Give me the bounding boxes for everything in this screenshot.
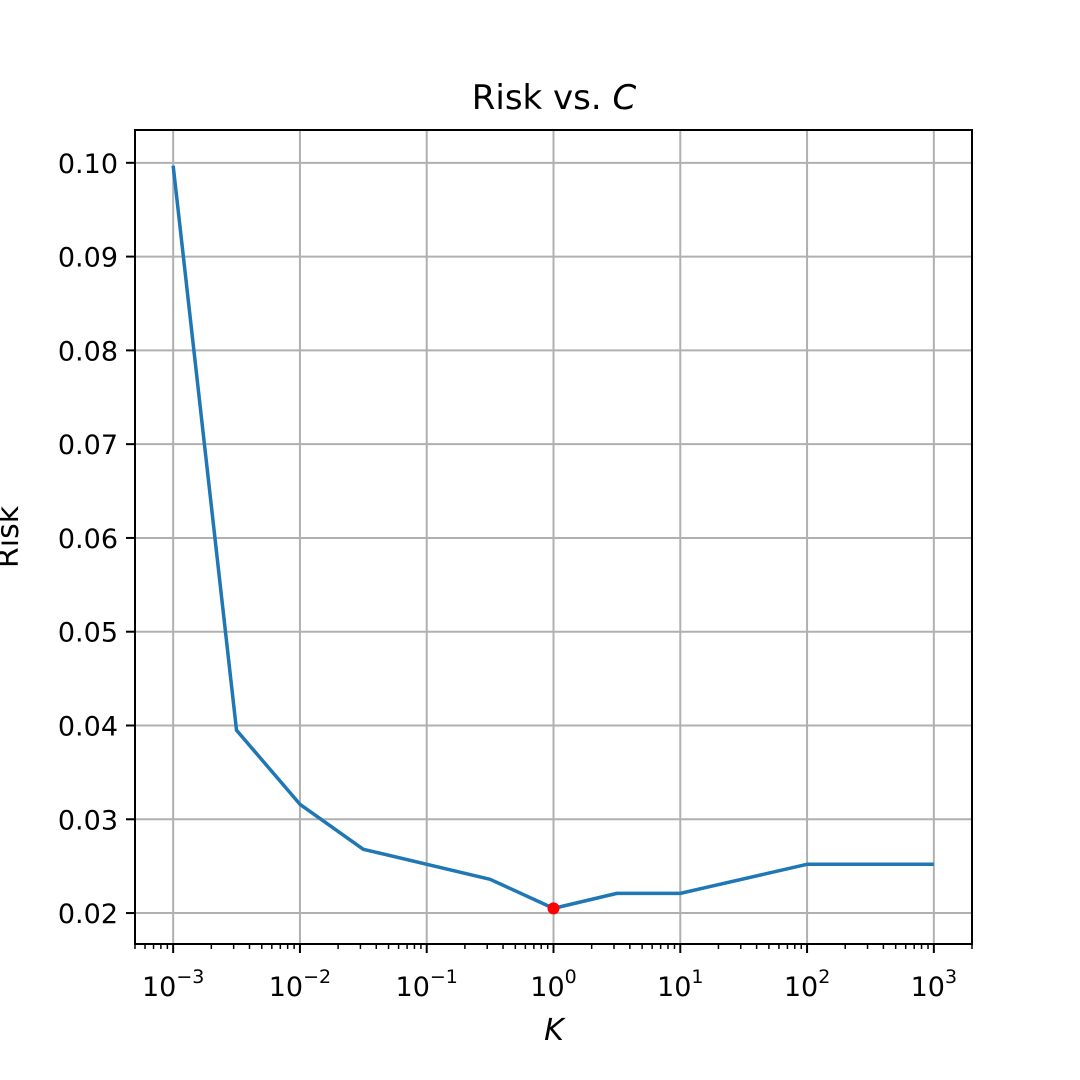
x-tick-label-exponent: 3 [945, 966, 957, 988]
x-tick-label-exponent: 1 [691, 966, 703, 988]
x-tick-label-base: 10 [784, 972, 818, 1003]
y-tick-label: 0.02 [58, 899, 118, 930]
y-tick-label: 0.04 [58, 711, 118, 742]
x-tick-label-base: 10 [530, 972, 564, 1003]
x-axis-label: K [544, 1013, 566, 1048]
y-axis-label: Risk [0, 505, 26, 568]
major-ticks [126, 161, 935, 953]
x-tick-label-exponent: −1 [430, 966, 458, 988]
tick-labels: 10−3 10−2 10−1 100 101 102 1030.020.030.040.05… [58, 149, 957, 1003]
min-risk-point [547, 902, 560, 915]
x-tick-label-exponent: 0 [565, 966, 577, 988]
y-tick-label: 0.08 [58, 336, 118, 367]
x-tick-label-base: 10 [911, 972, 945, 1003]
x-tick-label-exponent: −2 [303, 966, 331, 988]
series-line [171, 165, 934, 911]
x-tick-label-base: 10 [396, 972, 430, 1003]
plot-frame [134, 129, 973, 945]
x-tick-label: 101 [657, 966, 703, 1003]
x-tick-label-base: 10 [657, 972, 691, 1003]
y-tick-label: 0.05 [58, 618, 118, 649]
x-tick-label-exponent: 2 [818, 966, 830, 988]
x-tick-label-exponent: −3 [176, 966, 204, 988]
y-tick-label: 0.09 [58, 243, 118, 274]
chart-title-text: Risk vs. [472, 78, 613, 118]
x-tick-label: 103 [911, 966, 957, 1003]
grid [135, 130, 972, 944]
chart-title-italic: C [612, 78, 636, 118]
x-tick-label-base: 10 [142, 972, 176, 1003]
x-tick-label-base: 10 [269, 972, 303, 1003]
series-layer [171, 165, 934, 915]
y-tick-label: 0.07 [58, 430, 118, 461]
x-tick-label: 10−1 [396, 966, 458, 1003]
y-tick-label: 0.10 [58, 149, 118, 180]
x-tick-label: 100 [530, 966, 576, 1003]
x-tick-label: 10−3 [142, 966, 204, 1003]
y-tick-label: 0.03 [58, 805, 118, 836]
chart-title: Risk vs. C [472, 78, 637, 118]
y-tick-label: 0.06 [58, 524, 118, 555]
x-tick-label: 10−2 [269, 966, 331, 1003]
x-tick-label: 102 [784, 966, 830, 1003]
